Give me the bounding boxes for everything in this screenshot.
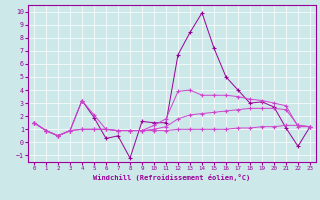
X-axis label: Windchill (Refroidissement éolien,°C): Windchill (Refroidissement éolien,°C)	[93, 174, 251, 181]
